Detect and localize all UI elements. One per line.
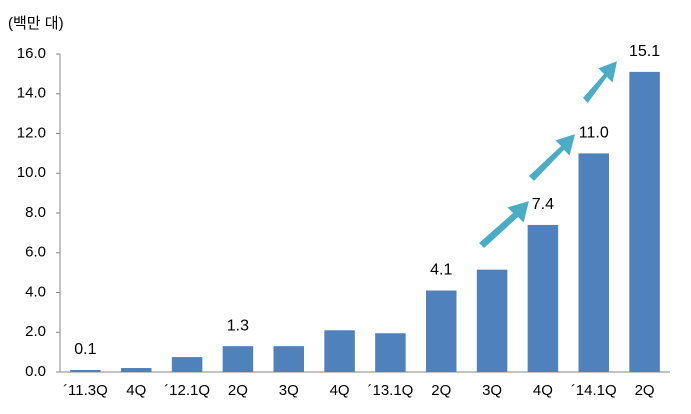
y-tick-label: 2.0 — [25, 323, 46, 340]
x-tick-label: 4Q — [330, 382, 350, 399]
x-tick-label: ´11.3Q — [63, 382, 108, 399]
x-tick-label: 2Q — [228, 382, 248, 399]
data-label: 11.0 — [579, 125, 609, 142]
data-label: 0.1 — [74, 341, 96, 358]
arrow — [580, 58, 620, 106]
x-tick-label: ´14.1Q — [571, 382, 617, 399]
bar — [578, 153, 609, 372]
x-tick-label: ´12.1Q — [164, 382, 210, 399]
bar — [629, 71, 660, 372]
x-tick-label: 3Q — [279, 382, 299, 399]
y-tick-label: 12.0 — [17, 124, 46, 141]
x-tick-label: 2Q — [635, 382, 655, 399]
data-label: 4.1 — [430, 262, 452, 279]
bar — [426, 290, 457, 372]
y-tick-label: 10.0 — [17, 164, 46, 181]
bar — [222, 346, 254, 372]
x-tick-label: 4Q — [126, 382, 146, 399]
trend-arrows — [476, 58, 620, 251]
bar — [527, 224, 559, 372]
arrow — [526, 131, 578, 184]
bar — [375, 333, 406, 372]
bar — [171, 357, 203, 372]
bar — [476, 269, 508, 372]
y-tick-label: 14.0 — [17, 85, 46, 102]
data-label: 15.1 — [629, 43, 660, 60]
y-tick-label: 4.0 — [25, 283, 46, 300]
bar — [70, 370, 101, 372]
data-label: 1.3 — [227, 317, 249, 334]
unit-label: (백만 대) — [8, 15, 64, 32]
x-tick-label: 3Q — [482, 382, 502, 399]
data-label: 7.4 — [532, 196, 554, 213]
y-tick-label: 0.0 — [25, 363, 46, 380]
y-tick-label: 16.0 — [17, 45, 46, 62]
y-tick-label: 6.0 — [25, 244, 46, 261]
bar — [273, 346, 304, 372]
bar — [121, 368, 152, 372]
arrow — [476, 198, 532, 251]
bar — [324, 330, 355, 372]
x-tick-label: 2Q — [431, 382, 451, 399]
x-tick-label: 4Q — [533, 382, 553, 399]
x-tick-label: ´13.1Q — [367, 382, 413, 399]
y-tick-label: 8.0 — [25, 204, 46, 221]
